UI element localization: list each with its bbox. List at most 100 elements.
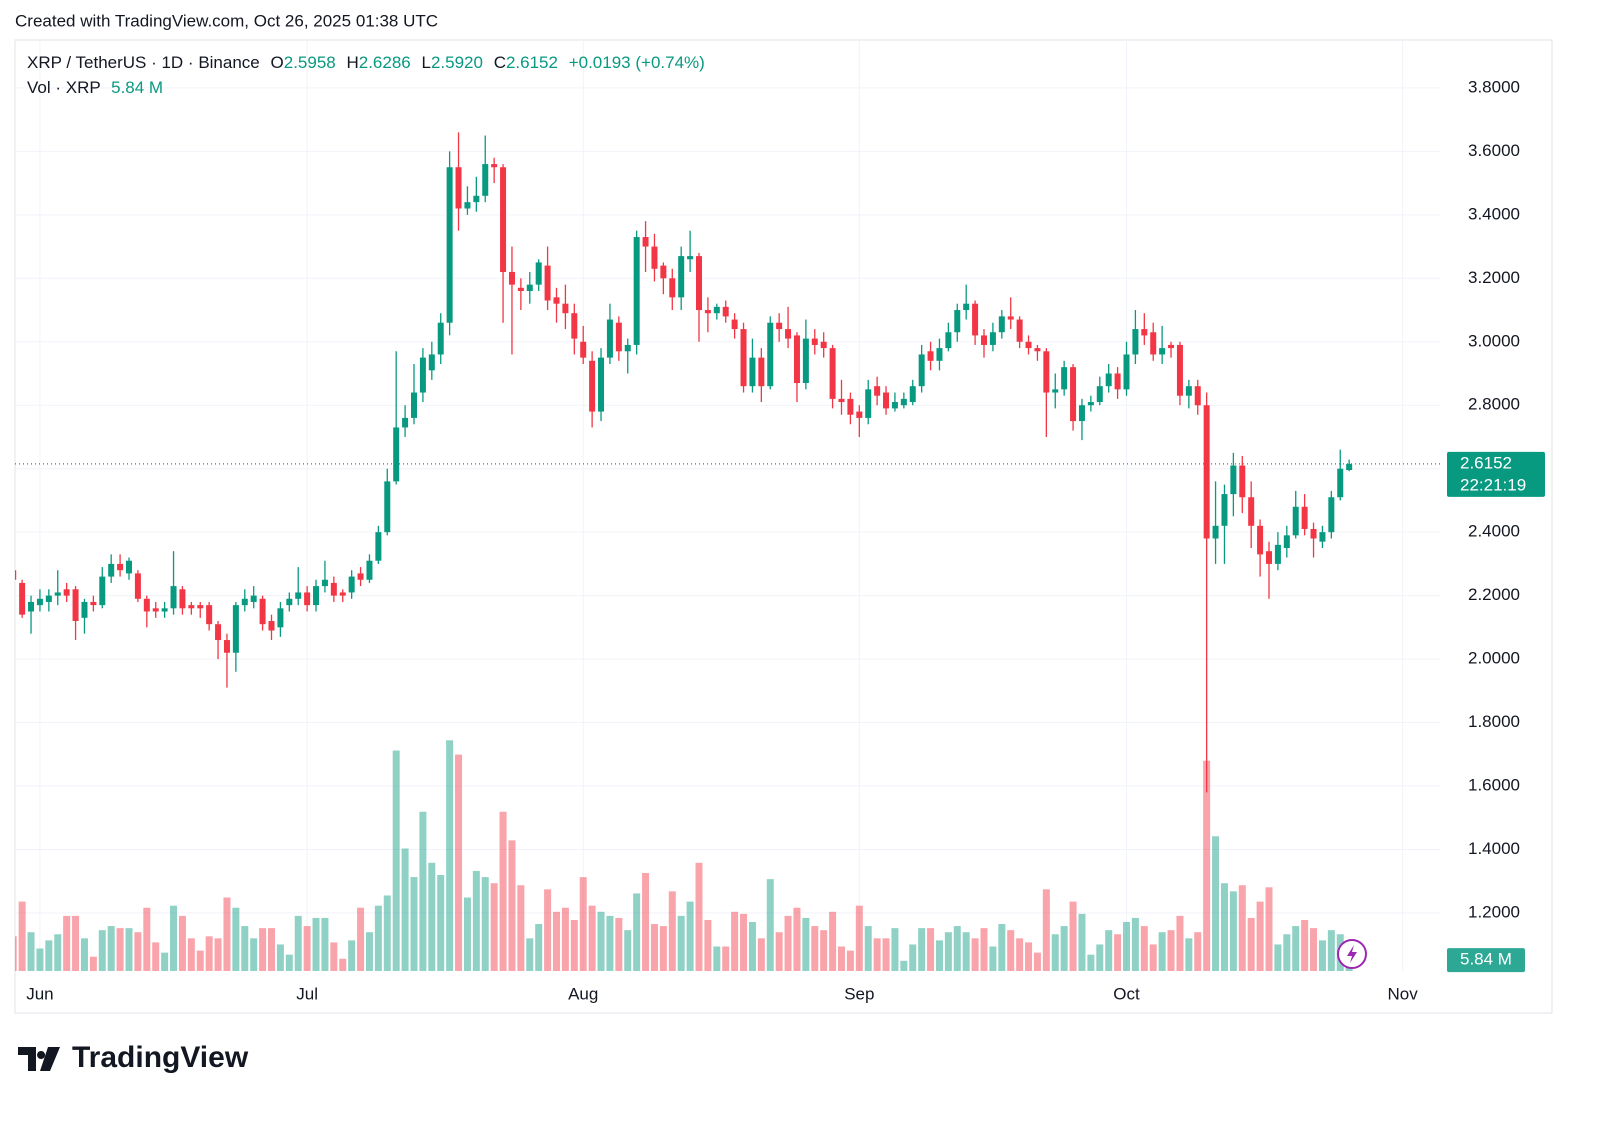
volume-bar xyxy=(63,915,71,971)
candle-body xyxy=(215,624,222,641)
candle-body xyxy=(1337,468,1344,498)
volume-bar xyxy=(811,926,819,971)
volume-bar xyxy=(722,946,730,971)
volume-bar xyxy=(695,862,703,971)
candle-body xyxy=(366,560,373,580)
volume-bar xyxy=(276,944,284,971)
volume-bar xyxy=(1194,932,1202,971)
candle-body xyxy=(749,357,756,387)
volume-bar xyxy=(294,915,302,971)
candle-body xyxy=(1114,373,1121,390)
volume-bar xyxy=(36,948,44,971)
volume-value: 5.84 M xyxy=(111,78,163,97)
candle-body xyxy=(250,595,257,602)
candle-body xyxy=(1016,319,1023,342)
candle-body xyxy=(1043,351,1050,393)
candle-body xyxy=(446,167,453,323)
volume-bar xyxy=(935,940,943,971)
volume-bar xyxy=(633,893,641,971)
candle-body xyxy=(553,297,560,304)
candle-body xyxy=(909,386,916,403)
volume-bar xyxy=(330,942,338,971)
x-tick-label: Aug xyxy=(568,984,598,1003)
candle-body xyxy=(206,605,213,625)
candle-body xyxy=(1034,348,1041,352)
candle-body xyxy=(793,335,800,384)
candle-body xyxy=(1257,525,1264,555)
candle-body xyxy=(1078,405,1085,422)
volume-bar xyxy=(1318,940,1326,971)
candle-body xyxy=(508,271,515,285)
volume-bar xyxy=(178,915,186,971)
candle-body xyxy=(1123,354,1130,390)
candle-body xyxy=(526,284,533,291)
candle-body xyxy=(15,570,17,580)
candle-body xyxy=(1087,402,1094,406)
volume-bar xyxy=(446,740,454,971)
candle-body xyxy=(829,348,836,399)
volume-bar xyxy=(953,926,961,971)
volume-bar xyxy=(205,936,213,971)
alert-icon[interactable] xyxy=(1337,939,1367,969)
candle-body xyxy=(562,303,569,314)
volume-bar xyxy=(455,754,463,971)
volume-bar xyxy=(152,942,160,971)
volume-bar xyxy=(561,907,569,971)
volume-bar xyxy=(348,940,356,971)
candle-body xyxy=(972,303,979,336)
candle-body xyxy=(589,360,596,412)
volume-bar xyxy=(570,919,578,971)
volume-bar xyxy=(944,932,952,971)
candle-body xyxy=(615,322,622,352)
candle-body xyxy=(1132,329,1139,355)
volume-bar xyxy=(80,938,88,971)
candle-body xyxy=(535,262,542,285)
volume-bar xyxy=(1114,934,1122,971)
volume-pane xyxy=(15,740,1353,971)
volume-bar xyxy=(1087,954,1095,971)
volume-bar xyxy=(401,848,409,971)
candle-body xyxy=(696,256,702,311)
volume-bar xyxy=(259,928,267,971)
volume-bar xyxy=(998,924,1006,971)
candle-body xyxy=(170,586,177,609)
brand-logo[interactable]: TradingView xyxy=(18,1041,249,1074)
legend-key: O xyxy=(271,53,284,72)
x-tick-label: Sep xyxy=(844,984,874,1003)
volume-bar xyxy=(864,926,872,971)
candle-body xyxy=(989,332,996,345)
volume-bar xyxy=(1123,922,1130,971)
candle-body xyxy=(1052,389,1059,393)
candle-body xyxy=(348,576,355,593)
volume-bar xyxy=(232,907,240,971)
volume-bar xyxy=(89,956,97,971)
volume-bar xyxy=(650,924,658,971)
candle-body xyxy=(1319,532,1326,542)
volume-bar xyxy=(1051,934,1059,971)
candle-body xyxy=(1283,535,1290,549)
candle-body xyxy=(19,582,26,615)
volume-bar xyxy=(1212,836,1220,971)
volume-bar xyxy=(437,875,445,971)
volume-bar xyxy=(472,870,480,971)
candle-body xyxy=(241,598,248,606)
candle-body xyxy=(624,344,631,352)
candle-body xyxy=(411,392,417,418)
volume-bar xyxy=(1069,901,1077,971)
candle-body xyxy=(633,237,640,345)
volume-bar xyxy=(321,917,329,971)
candle-body xyxy=(384,481,391,533)
volume-bar xyxy=(499,811,507,971)
candle-body xyxy=(223,640,230,653)
candle-body xyxy=(232,605,239,653)
volume-bar xyxy=(419,811,427,971)
candle-body xyxy=(517,287,524,291)
y-tick-label: 3.0000 xyxy=(1468,331,1520,350)
x-tick-label: Jun xyxy=(26,984,53,1003)
volume-bar xyxy=(134,932,142,971)
y-tick-label: 2.2000 xyxy=(1468,585,1520,604)
candle-body xyxy=(259,598,266,625)
volume-bar xyxy=(241,926,249,971)
volume-bar xyxy=(357,907,365,971)
candle-body xyxy=(491,164,498,168)
